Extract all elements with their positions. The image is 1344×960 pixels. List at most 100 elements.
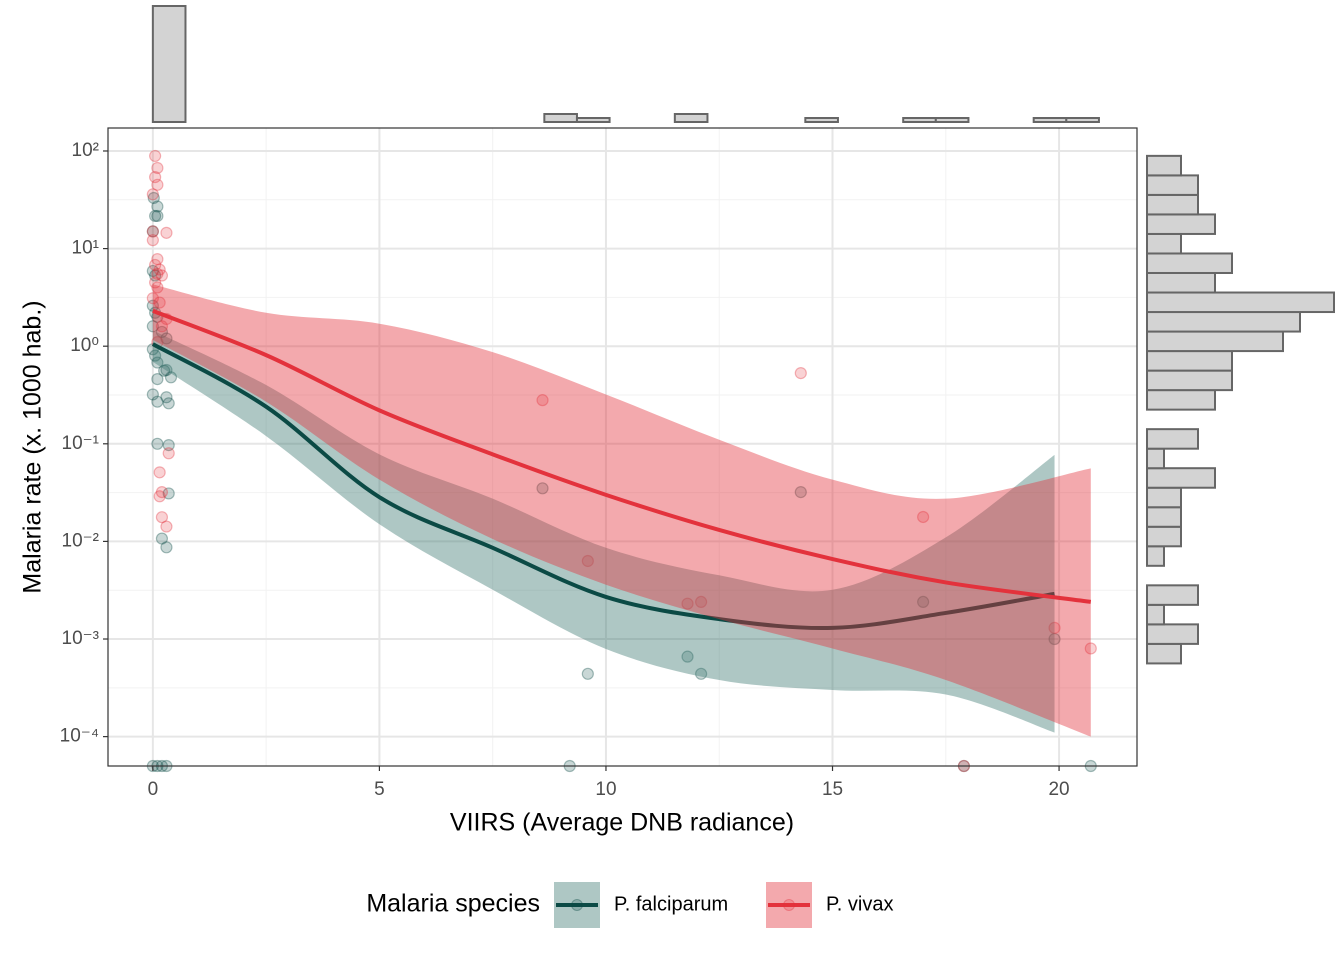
histogram-bar [1146,291,1335,314]
data-point [794,367,807,380]
data-point [681,650,694,663]
data-point [146,388,159,401]
y-axis-title: Malaria rate (x. 1000 hab.) [19,300,47,593]
histogram-bar [934,117,970,123]
data-point [153,296,166,309]
data-point [162,447,175,460]
histogram-bar [902,117,937,123]
data-point [155,320,169,333]
data-point [695,667,708,680]
data-point [149,149,162,163]
data-point [794,486,807,499]
histogram-bar [1146,642,1182,665]
data-point [1048,621,1061,634]
data-point [160,363,173,377]
y-tick-label: 10² [72,140,99,161]
histogram-bar [1146,428,1199,450]
data-point [151,356,164,369]
data-point [536,394,549,407]
axes: 0 5 10 15 20 10² 10¹ 10⁰ 10⁻¹ 10⁻² 10⁻³ 10⁻⁴ [60,140,1070,800]
histogram-bar [1146,350,1233,372]
data-point [155,269,169,282]
x-tick-label: 5 [374,779,385,800]
data-point [160,520,173,533]
data-point [149,258,162,272]
data-point [149,349,162,362]
legend-key-point [571,899,583,911]
x-axis-title: VIIRS (Average DNB radiance) [450,809,794,837]
confidence-band [152,284,1091,737]
data-point [151,281,164,294]
histogram-bar [1146,389,1216,411]
data-point [146,188,159,201]
data-point [155,511,169,524]
x-tick-label: 0 [148,779,159,800]
histogram-bar [1032,117,1068,123]
histogram-bar [1146,369,1233,392]
data-point [153,490,166,503]
data-point [162,397,175,410]
data-point [158,364,171,377]
panel-border [107,127,1138,767]
data-point [151,395,164,408]
histogram-bar [804,117,839,123]
histogram-bar [1146,311,1301,333]
legend-key-point [783,899,795,911]
data-point [147,191,160,205]
fit-line [152,309,1092,604]
data-point [917,510,930,524]
histogram-bar [1146,603,1165,626]
data-point [536,482,549,495]
x-tick-label: 10 [595,779,616,800]
histogram-bar [1146,447,1165,470]
histogram-bar [1146,174,1199,196]
data-point [160,541,173,554]
histogram-bar [1146,213,1216,235]
legend-label: P. falciparum [614,893,728,915]
data-point [151,267,164,281]
data-point [917,595,930,609]
data-point [151,161,164,175]
x-tick-label: 20 [1048,779,1069,800]
histogram-bar [1146,584,1199,606]
data-point [155,486,169,499]
legend-title: Malaria species [366,890,540,918]
data-point [151,373,164,386]
y-tick-label: 10⁻⁴ [60,726,99,747]
histogram-bar [151,5,187,123]
data-point [151,437,164,450]
data-point [149,209,162,223]
data-point [151,178,164,191]
data-point [146,292,159,305]
histogram-bar [1146,154,1182,177]
data-point [146,320,159,333]
data-point [160,226,173,239]
histogram-bar [1146,545,1165,567]
data-point [162,438,175,452]
y-tick-label: 10¹ [72,238,99,259]
histogram-bar [1146,252,1233,274]
data-point [151,253,164,266]
data-point [146,234,159,247]
histogram-bar [575,117,611,123]
data-point [155,325,169,339]
histogram-bar [1146,330,1284,353]
data-point [146,225,159,238]
data-point [160,332,173,345]
histogram-bar [1146,193,1199,216]
data-point [146,225,159,238]
y-tick-label: 10⁰ [70,335,99,356]
y-tick-label: 10⁻² [62,530,100,551]
data-point [151,200,164,213]
data-point [164,371,178,384]
y-tick-label: 10⁻¹ [62,433,100,454]
marginal-histograms [151,5,1335,665]
histogram-bar [543,113,578,123]
data-point [149,276,162,289]
data-point [1048,632,1061,646]
histogram-bar [673,113,709,123]
data-point [162,487,175,500]
y-tick-label: 10⁻³ [62,628,100,649]
data-point [681,597,694,610]
